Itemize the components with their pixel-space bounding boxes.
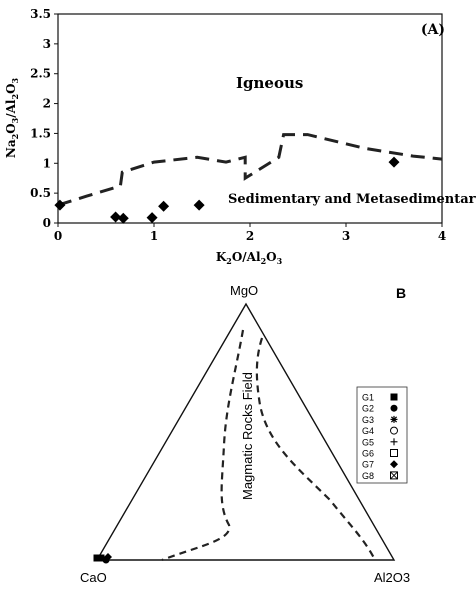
panel-b-samples bbox=[93, 553, 112, 564]
legend-label: G2 bbox=[362, 404, 374, 414]
legend-label: G4 bbox=[362, 426, 374, 436]
y-tick-label: 2 bbox=[43, 97, 51, 111]
panel-a: 0 0.5 1 1.5 2 2.5 3 3.5 0 1 2 3 4 (A) Igneous Sedime… bbox=[4, 7, 476, 266]
legend-marker-diamond-filled bbox=[390, 460, 398, 469]
y-tick-label: 3.5 bbox=[30, 7, 51, 21]
sample-point bbox=[97, 554, 105, 562]
legend-marker-asterisk bbox=[390, 415, 398, 423]
apex-label-cao: CaO bbox=[80, 570, 107, 585]
panel-a-ticks: 0 0.5 1 1.5 2 2.5 3 3.5 0 1 2 3 4 bbox=[30, 7, 446, 243]
ternary-triangle bbox=[95, 302, 396, 561]
legend-marker-circle-open bbox=[390, 426, 398, 435]
x-tick-label: 4 bbox=[438, 229, 446, 243]
legend-marker-plus bbox=[390, 438, 398, 446]
legend-marker-square-filled bbox=[390, 393, 398, 401]
y-tick-label: 1 bbox=[43, 156, 51, 170]
data-point bbox=[146, 212, 158, 224]
x-axis-title: K2O/Al2O3 bbox=[216, 250, 283, 266]
y-tick-label: 0 bbox=[43, 216, 51, 230]
legend-marker-circle-filled bbox=[390, 404, 398, 412]
sample-point bbox=[93, 554, 101, 562]
legend-label: G7 bbox=[362, 460, 374, 470]
magmatic-field-right-boundary bbox=[255, 337, 376, 561]
data-point bbox=[193, 199, 205, 211]
legend-label: G3 bbox=[362, 415, 374, 425]
panel-a-points bbox=[54, 156, 400, 224]
y-tick-label: 2.5 bbox=[30, 67, 51, 81]
y-tick-label: 3 bbox=[43, 37, 51, 51]
panel-a-label: (A) bbox=[421, 22, 445, 38]
igneous-sedimentary-boundary bbox=[57, 133, 443, 207]
sample-point bbox=[104, 553, 112, 561]
igneous-field-label: Igneous bbox=[236, 74, 303, 92]
magmatic-field-label: Magmatic Rocks Field bbox=[240, 372, 255, 500]
data-point bbox=[117, 212, 129, 224]
legend-marker-square-open bbox=[390, 449, 398, 457]
x-tick-label: 3 bbox=[342, 229, 350, 243]
x-tick-label: 2 bbox=[246, 229, 254, 243]
legend-box bbox=[356, 386, 408, 484]
panel-b: B Magmatic Rocks Field MgO CaO Al2O3 G1G… bbox=[80, 283, 410, 585]
legend-label: G1 bbox=[362, 393, 374, 403]
apex-label-mgo: MgO bbox=[230, 283, 258, 298]
legend-marker-square-cross bbox=[390, 471, 398, 480]
y-tick-label: 0.5 bbox=[30, 186, 51, 200]
legend-label: G8 bbox=[362, 471, 374, 481]
magmatic-field-left-boundary bbox=[161, 329, 245, 562]
data-point bbox=[110, 211, 122, 223]
sedimentary-field-label: Sedimentary and Metasedimentary bbox=[228, 192, 476, 207]
x-tick-label: 1 bbox=[150, 229, 158, 243]
y-tick-label: 1.5 bbox=[30, 126, 51, 140]
data-point bbox=[158, 200, 170, 212]
data-point bbox=[54, 199, 66, 211]
apex-label-al2o3: Al2O3 bbox=[374, 570, 410, 585]
legend-label: G5 bbox=[362, 437, 374, 447]
data-point bbox=[388, 156, 400, 168]
legend-label: G6 bbox=[362, 449, 374, 459]
y-axis-title: Na2O3/Al2O3 bbox=[4, 77, 20, 158]
panel-b-label: B bbox=[396, 285, 406, 301]
x-tick-label: 0 bbox=[54, 229, 62, 243]
